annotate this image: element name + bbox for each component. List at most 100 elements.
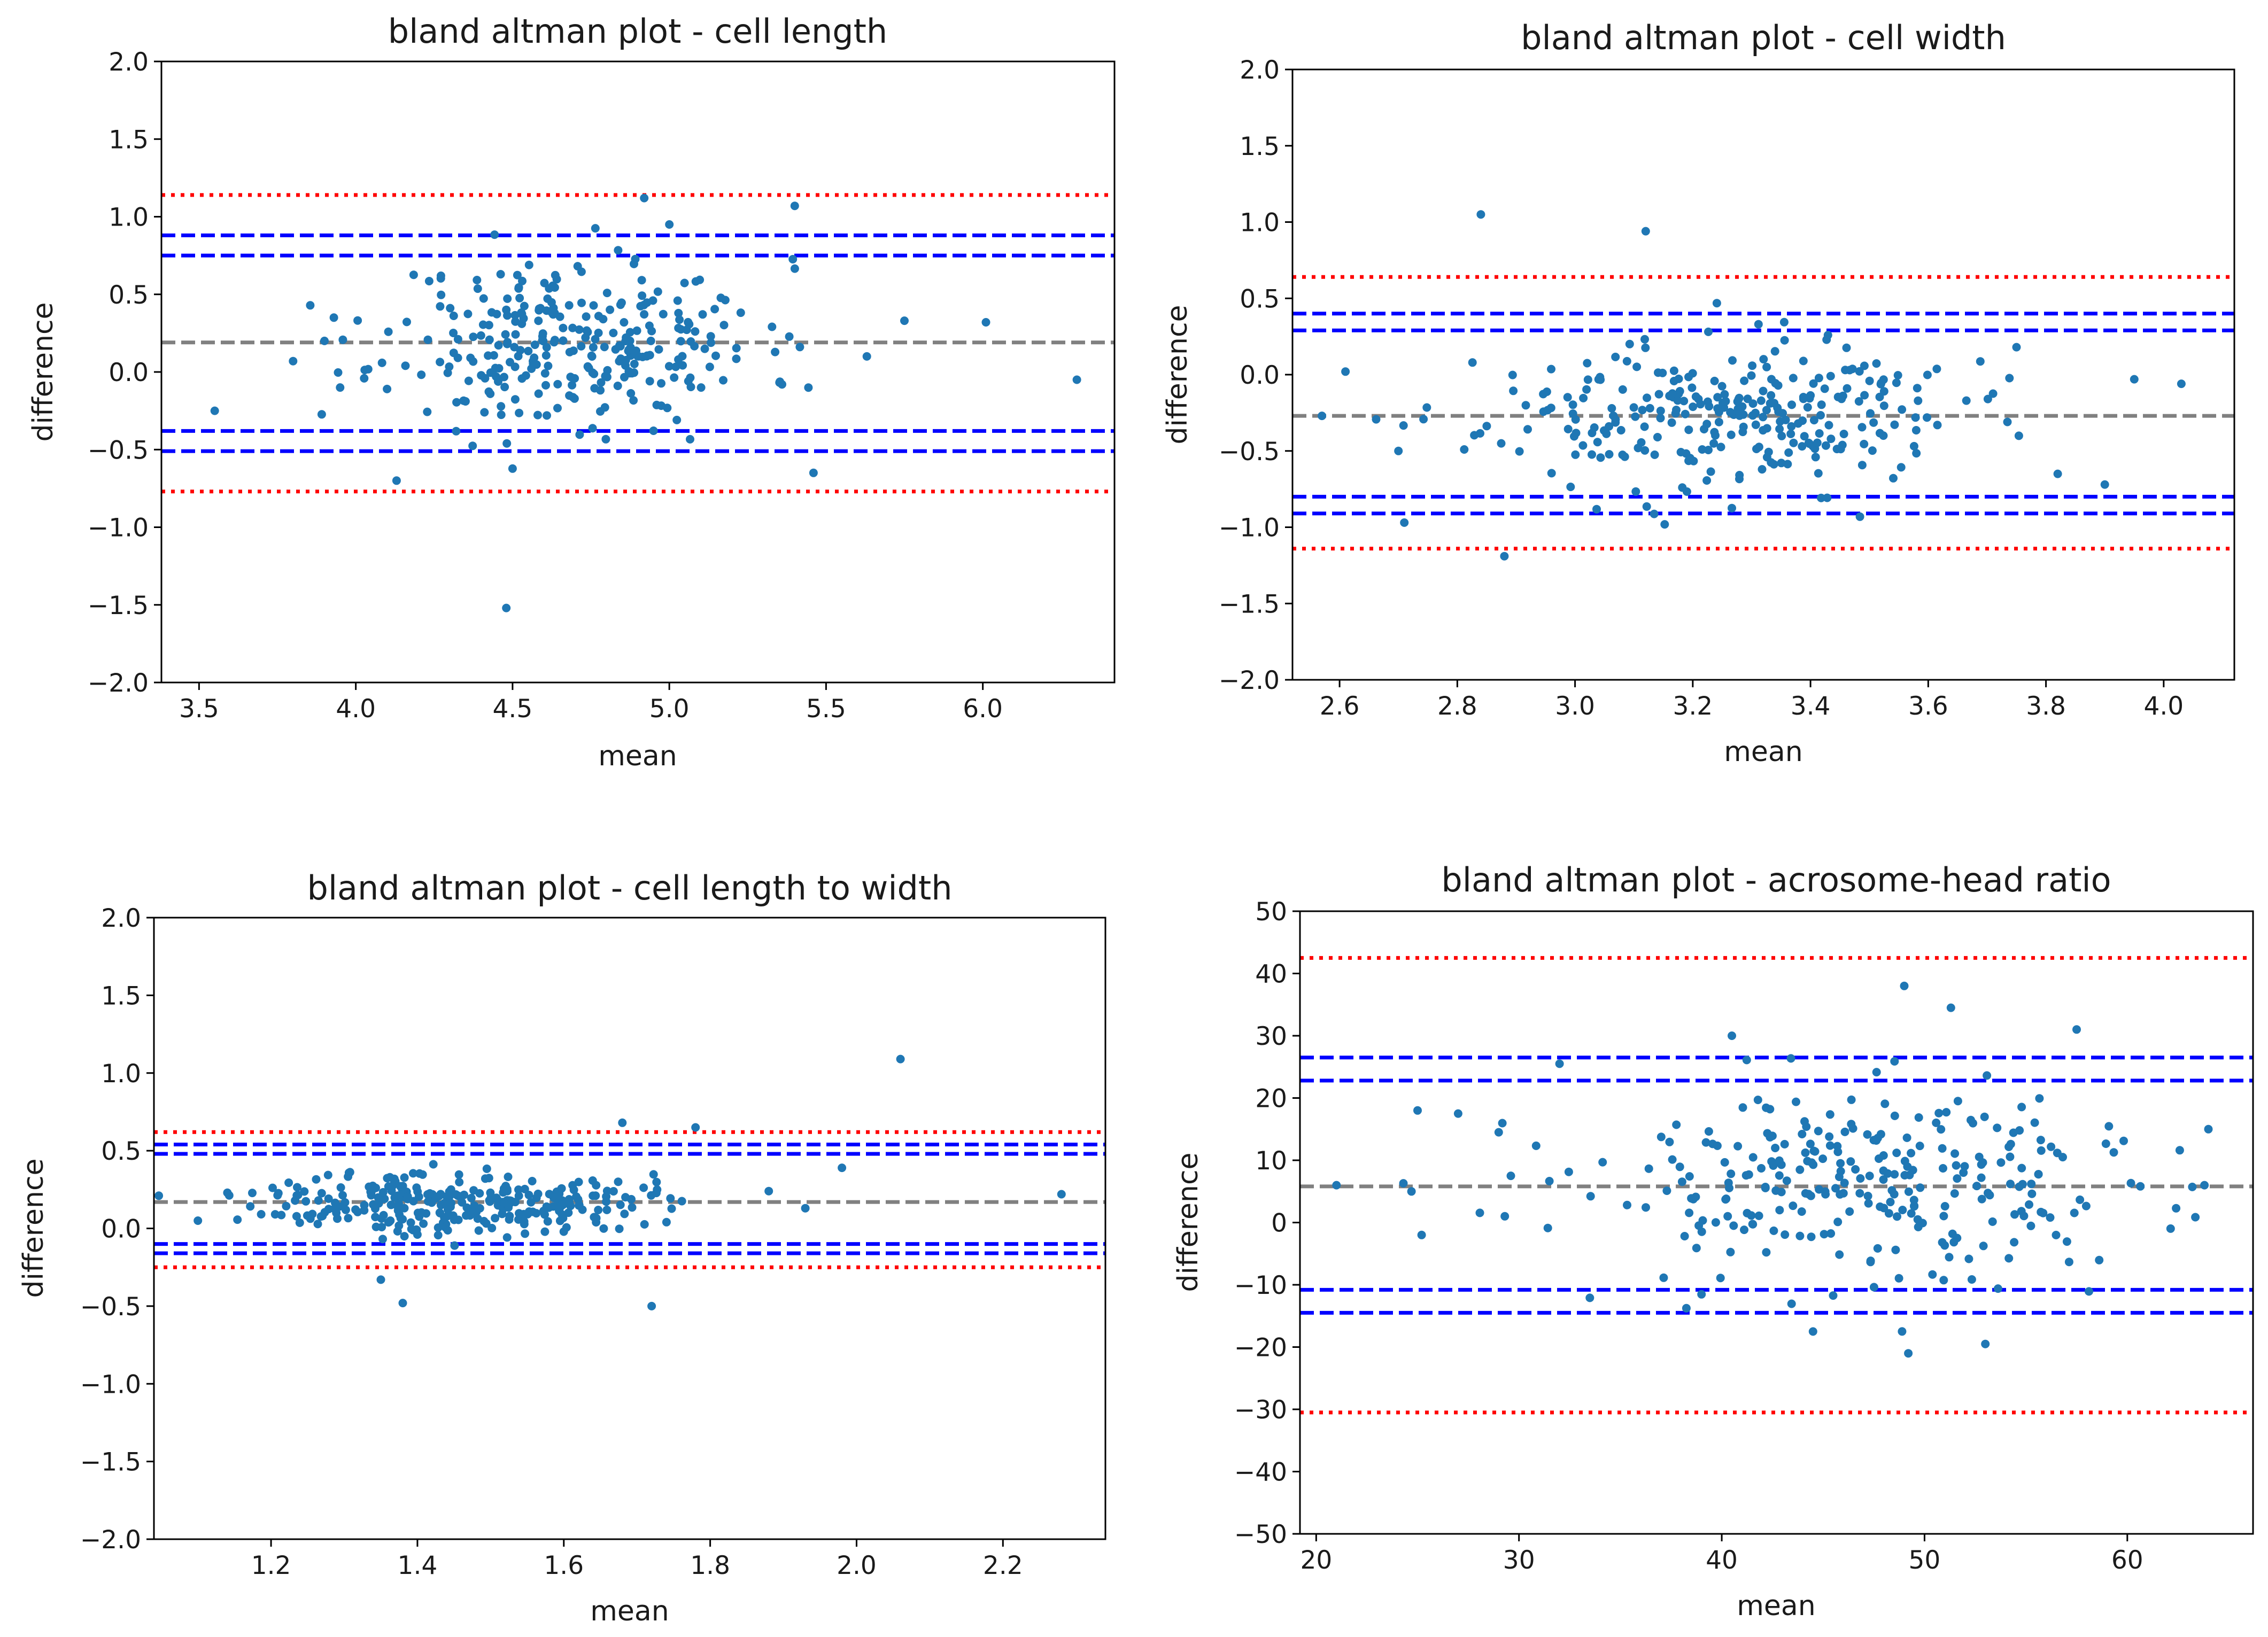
data-point: [624, 345, 633, 354]
data-point: [353, 1207, 362, 1216]
data-point: [653, 1185, 662, 1194]
data-point: [719, 376, 727, 385]
x-tick-label: 5.0: [649, 694, 690, 724]
y-tick-label: −0.5: [80, 1292, 141, 1322]
data-point: [1394, 446, 1403, 455]
data-point: [502, 305, 511, 314]
data-point: [1713, 393, 1722, 402]
data-point: [1913, 384, 1922, 393]
data-point: [643, 298, 652, 307]
data-point: [473, 1214, 482, 1223]
x-tick-label: 60: [2111, 1546, 2143, 1575]
x-tick-label: 30: [1503, 1546, 1535, 1575]
data-point: [629, 396, 638, 405]
data-point: [1818, 1154, 1828, 1163]
data-point: [479, 294, 488, 303]
data-point: [1907, 1209, 1916, 1218]
data-point: [1775, 1156, 1784, 1165]
data-point: [538, 336, 547, 345]
data-point: [1645, 404, 1654, 413]
data-point: [1938, 1144, 1947, 1153]
data-point: [494, 341, 503, 350]
data-point: [1774, 381, 1783, 390]
data-point: [1688, 383, 1697, 392]
data-point: [502, 1233, 512, 1242]
data-point: [632, 346, 640, 355]
data-point: [1625, 339, 1634, 348]
data-point: [1969, 1119, 1977, 1128]
data-point: [1890, 420, 1899, 429]
data-point: [1704, 327, 1713, 336]
data-point: [1578, 441, 1588, 450]
data-point: [1824, 421, 1833, 430]
data-point: [716, 293, 725, 302]
data-point: [1800, 432, 1809, 441]
data-point: [1847, 1120, 1856, 1129]
data-point: [1568, 400, 1577, 409]
data-point: [402, 317, 411, 327]
data-point: [659, 309, 668, 319]
data-point: [2017, 1163, 2026, 1173]
data-point: [1759, 355, 1768, 364]
data-point: [2062, 1237, 2071, 1246]
data-point: [1903, 1162, 1912, 1171]
data-point: [1993, 1284, 2002, 1293]
data-point: [1892, 1149, 1901, 1158]
data-point: [667, 1204, 676, 1213]
data-point: [2172, 1204, 2181, 1213]
data-point: [1704, 1127, 1713, 1136]
data-point: [463, 309, 473, 319]
data-point: [1341, 367, 1350, 376]
data-point: [1778, 409, 1787, 418]
data-point: [2070, 1208, 2079, 1217]
data-point: [594, 328, 603, 337]
data-point: [1735, 471, 1744, 479]
data-point: [476, 331, 485, 340]
data-point: [1777, 431, 1786, 440]
data-point: [1563, 424, 1573, 433]
data-point: [698, 310, 707, 319]
data-point: [409, 270, 418, 280]
data-point: [499, 1184, 508, 1193]
data-point: [1797, 1207, 1806, 1216]
data-point: [482, 1219, 491, 1228]
data-point: [1789, 438, 1798, 447]
data-point: [383, 1174, 392, 1183]
y-axis-label: difference: [1172, 1152, 1204, 1292]
data-point: [1662, 1186, 1671, 1195]
data-point: [1588, 450, 1596, 459]
data-point: [1616, 426, 1625, 435]
data-point: [1780, 1139, 1789, 1149]
data-point: [568, 323, 577, 332]
data-point: [1893, 371, 1902, 380]
data-point: [384, 327, 393, 336]
data-point: [1923, 370, 1932, 379]
data-point: [210, 406, 219, 415]
x-tick-label: 1.2: [251, 1551, 291, 1580]
subplot-cell-width: bland altman plot - cell width mean diff…: [1162, 18, 2235, 768]
data-point: [1747, 371, 1756, 380]
data-point: [403, 1194, 412, 1204]
data-point: [1809, 379, 1818, 388]
data-point: [896, 1054, 905, 1064]
data-point: [2004, 1142, 2014, 1151]
data-point: [1701, 1138, 1710, 1147]
data-point: [640, 193, 649, 203]
data-point: [1803, 403, 1812, 412]
data-point: [1748, 361, 1757, 370]
data-point: [429, 1160, 438, 1169]
data-point: [2064, 1258, 2073, 1267]
data-point: [317, 1189, 326, 1198]
data-point: [1825, 1132, 1834, 1141]
data-point: [486, 1188, 495, 1197]
data-point: [1777, 459, 1786, 468]
data-point: [323, 1170, 332, 1180]
data-point: [1814, 469, 1823, 478]
data-point: [524, 1191, 533, 1199]
data-point: [1780, 336, 1789, 345]
data-point: [621, 1193, 630, 1202]
data-point: [1866, 409, 1875, 418]
data-point: [1739, 422, 1748, 431]
y-tick-label: 1.5: [1240, 132, 1280, 161]
